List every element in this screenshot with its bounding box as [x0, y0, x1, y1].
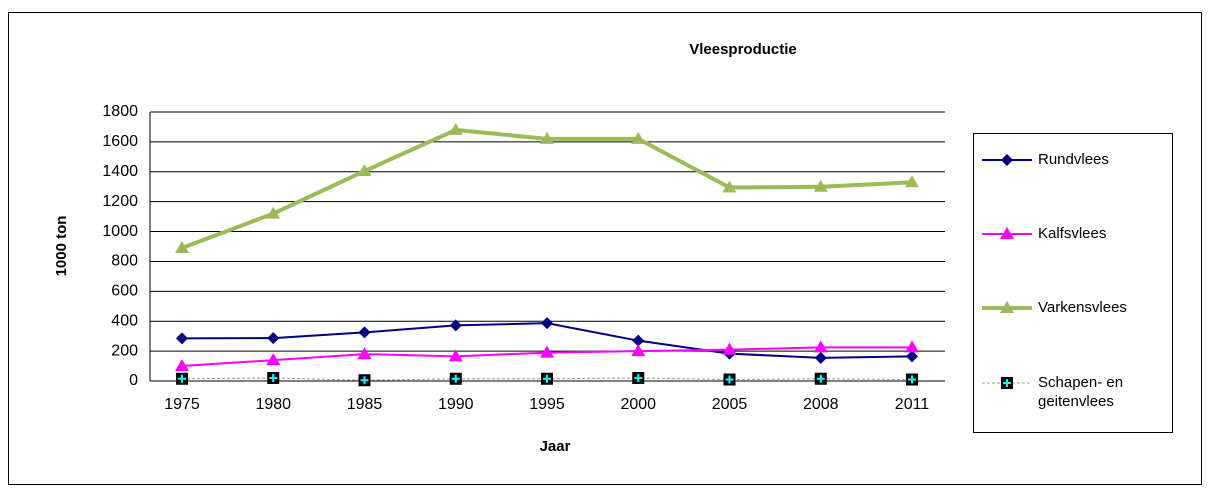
marker	[906, 373, 918, 386]
marker-plus	[908, 375, 916, 384]
marker	[358, 326, 371, 339]
marker	[540, 131, 554, 144]
marker	[540, 345, 554, 358]
legend-label: Kalfsvlees	[1038, 225, 1107, 242]
marker-plus	[451, 374, 460, 383]
y-tick-label: 600	[111, 283, 138, 300]
marker	[541, 372, 553, 385]
y-tick-label: 200	[111, 342, 138, 359]
marker	[266, 353, 281, 366]
x-tick-label: 2008	[803, 396, 839, 413]
marker	[449, 372, 462, 385]
marker	[631, 131, 646, 144]
marker-plus	[725, 375, 734, 384]
marker	[1001, 377, 1013, 389]
y-tick-label: 800	[111, 253, 138, 270]
marker	[358, 374, 371, 387]
marker	[176, 372, 188, 385]
x-tick-label: 2000	[620, 396, 656, 413]
marker-plus	[360, 376, 369, 385]
x-tick-label: 2005	[712, 396, 748, 413]
marker	[175, 359, 189, 372]
marker	[905, 340, 919, 353]
marker	[448, 122, 463, 135]
marker	[266, 206, 281, 219]
marker	[814, 372, 827, 385]
y-tick-label: 400	[111, 312, 138, 329]
marker	[906, 350, 918, 363]
marker	[722, 180, 737, 193]
x-axis-label: Jaar	[540, 438, 571, 455]
x-tick-label: 1995	[529, 396, 565, 413]
marker	[632, 334, 645, 347]
marker-plus	[1003, 379, 1011, 387]
y-tick-label: 1600	[102, 133, 138, 150]
legend-label: Varkensvlees	[1038, 299, 1127, 316]
marker	[176, 332, 188, 345]
marker	[541, 317, 553, 330]
marker	[631, 344, 646, 357]
marker-plus	[816, 374, 825, 383]
marker	[723, 373, 736, 386]
marker-plus	[269, 374, 278, 383]
x-tick-label: 2011	[895, 396, 930, 413]
marker	[175, 240, 189, 253]
marker	[357, 347, 372, 360]
x-tick-label: 1990	[438, 396, 474, 413]
y-tick-label: 1800	[102, 103, 138, 120]
marker-plus	[543, 374, 551, 383]
marker-plus	[634, 374, 643, 383]
legend-label: Rundvlees	[1038, 151, 1109, 168]
marker	[267, 372, 280, 385]
chart-title: Vleesproductie	[689, 41, 797, 58]
y-tick-label: 0	[129, 372, 138, 389]
y-tick-label: 1400	[102, 163, 138, 180]
marker	[267, 332, 280, 345]
marker	[813, 179, 828, 192]
marker	[1000, 227, 1014, 239]
marker	[1001, 154, 1013, 166]
y-axis-label: 1000 ton	[53, 216, 70, 277]
marker	[632, 372, 645, 385]
marker	[449, 319, 462, 332]
legend-label: Schapen- en geitenvlees	[1038, 374, 1124, 410]
marker-plus	[178, 374, 186, 383]
marker	[1000, 301, 1014, 313]
marker	[814, 351, 827, 364]
marker	[722, 342, 737, 355]
marker	[448, 349, 463, 362]
marker	[813, 340, 828, 353]
x-tick-label: 1980	[255, 396, 291, 413]
marker	[905, 175, 919, 188]
x-tick-label: 1985	[347, 396, 383, 413]
x-tick-label: 1975	[164, 396, 200, 413]
y-tick-label: 1000	[102, 223, 138, 240]
y-tick-label: 1200	[102, 193, 138, 210]
marker	[357, 164, 372, 177]
